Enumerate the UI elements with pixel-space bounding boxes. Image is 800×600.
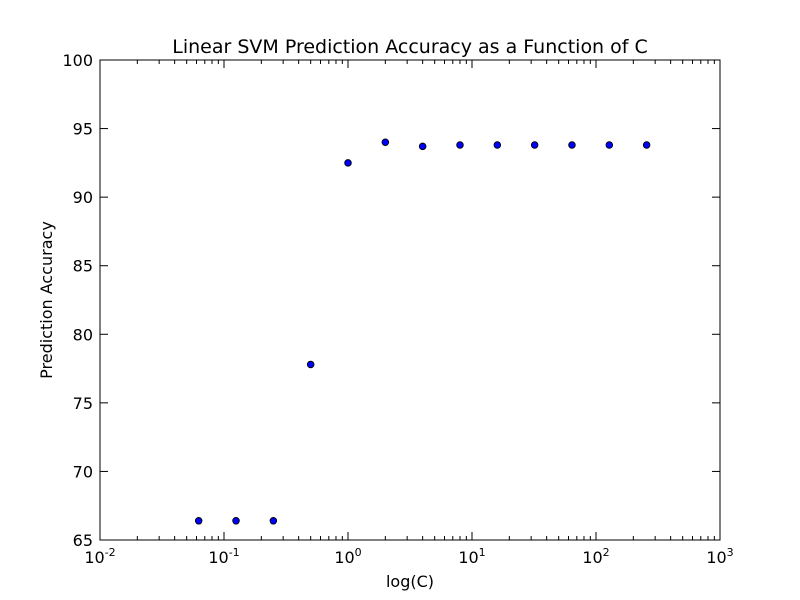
x-tick-label: 10-1 <box>208 546 239 567</box>
data-point <box>344 159 352 167</box>
plot-frame <box>99 59 721 541</box>
x-tick-label: 101 <box>458 546 485 567</box>
x-axis-label: log(C) <box>386 572 434 591</box>
data-point <box>605 141 614 149</box>
data-point <box>232 517 240 525</box>
x-tick-label: 10-2 <box>84 546 115 567</box>
data-point <box>530 141 539 149</box>
data-point <box>194 517 203 525</box>
chart-title: Linear SVM Prediction Accuracy as a Func… <box>172 36 648 58</box>
y-tick-label: 95 <box>73 120 93 139</box>
data-point <box>418 142 427 151</box>
points-layer <box>194 138 651 525</box>
x-tick-label: 102 <box>582 546 609 567</box>
data-point <box>306 360 315 369</box>
data-point <box>269 517 278 525</box>
x-tick-label: 100 <box>334 546 361 567</box>
y-tick-label: 90 <box>73 188 93 207</box>
y-axis-label: Prediction Accuracy <box>37 221 56 379</box>
y-tick-label: 100 <box>62 51 93 70</box>
data-point <box>381 138 390 147</box>
y-tick-label: 80 <box>73 325 93 344</box>
x-tick-label: 103 <box>706 546 733 567</box>
y-tick-label: 75 <box>73 394 93 413</box>
data-point <box>568 141 576 149</box>
y-tick-label: 65 <box>73 531 93 550</box>
y-tick-label: 85 <box>73 257 93 276</box>
tick-layer: 65 70 75 80 85 90 95 100 10-2 10-1 100 101 102 103 <box>62 51 733 567</box>
data-point <box>642 141 651 149</box>
y-tick-label: 70 <box>73 462 93 481</box>
data-point <box>493 141 502 149</box>
data-point <box>456 141 464 149</box>
